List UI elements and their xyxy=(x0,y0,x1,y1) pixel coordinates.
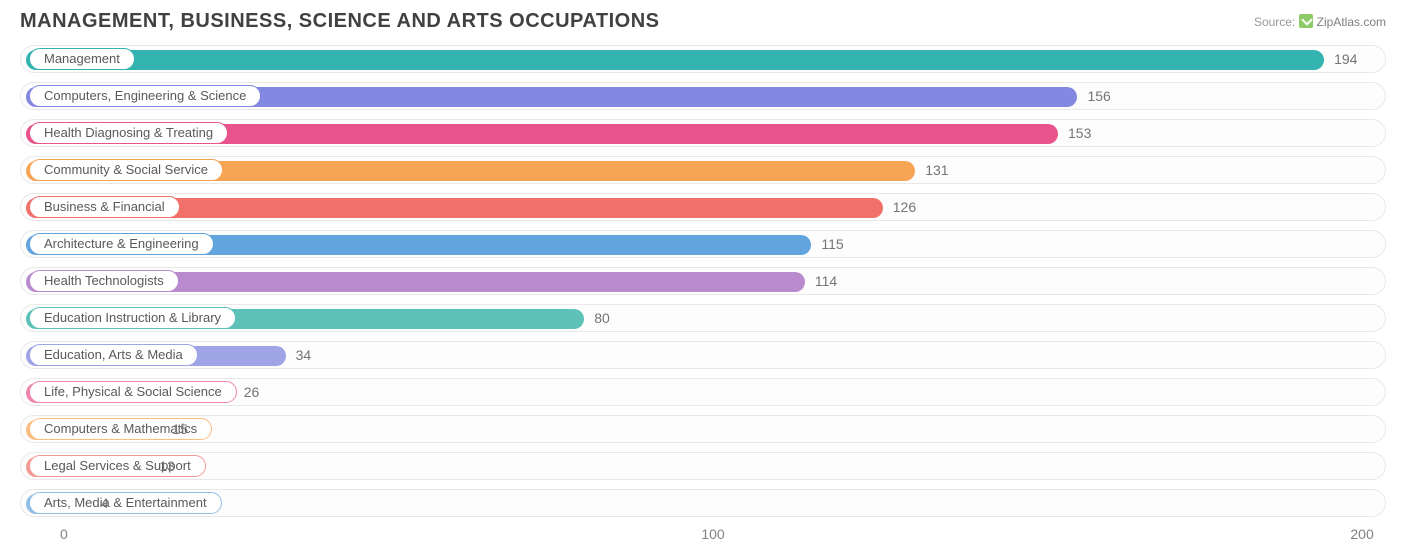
bar-label-pill: Arts, Media & Entertainment xyxy=(29,492,222,514)
bar-label-pill: Life, Physical & Social Science xyxy=(29,381,237,403)
bar-value-label: 34 xyxy=(296,347,312,363)
bar-value-label: 26 xyxy=(244,384,260,400)
bar-label-pill: Legal Services & Support xyxy=(29,455,206,477)
chart-plot-area: Management 194 Computers, Engineering & Sc… xyxy=(20,45,1386,517)
bar-label-pill: Management xyxy=(29,48,135,70)
x-axis-tick: 0 xyxy=(60,526,68,542)
bar-value-label: 80 xyxy=(594,310,610,326)
bar-row: Health Diagnosing & Treating 153 xyxy=(20,119,1386,147)
bar-value-label: 156 xyxy=(1087,88,1110,104)
x-axis-tick: 200 xyxy=(1350,526,1373,542)
bar-label-pill: Business & Financial xyxy=(29,196,180,218)
bar-label: Health Technologists xyxy=(44,273,164,289)
bar-label-pill: Community & Social Service xyxy=(29,159,223,181)
x-axis-tick: 100 xyxy=(701,526,724,542)
bar-row: Community & Social Service 131 xyxy=(20,156,1386,184)
bar-label: Management xyxy=(44,51,120,67)
bar-label-pill: Education, Arts & Media xyxy=(29,344,198,366)
bar-label: Education, Arts & Media xyxy=(44,347,183,363)
bar-row: Legal Services & Support13 xyxy=(20,452,1386,480)
bar-label-pill: Health Technologists xyxy=(29,270,179,292)
chart-container: MANAGEMENT, BUSINESS, SCIENCE AND ARTS O… xyxy=(0,0,1406,559)
bar-row: Management 194 xyxy=(20,45,1386,73)
source-logo-icon xyxy=(1299,14,1313,28)
x-axis: 0 100 200 xyxy=(20,526,1386,546)
bar-row: Architecture & Engineering 115 xyxy=(20,230,1386,258)
bar-row: Computers & Mathematics15 xyxy=(20,415,1386,443)
bar-row: Arts, Media & Entertainment4 xyxy=(20,489,1386,517)
bar-label: Arts, Media & Entertainment xyxy=(44,495,207,511)
bar-row: Computers, Engineering & Science 156 xyxy=(20,82,1386,110)
bar-label: Architecture & Engineering xyxy=(44,236,199,252)
bar-row: Education Instruction & Library 80 xyxy=(20,304,1386,332)
bar-fill xyxy=(26,50,1324,70)
bar-value-label: 194 xyxy=(1334,51,1357,67)
bar-value-label: 131 xyxy=(925,162,948,178)
bar-label-pill: Education Instruction & Library xyxy=(29,307,236,329)
bar-value-label: 153 xyxy=(1068,125,1091,141)
bar-value-label: 4 xyxy=(101,495,109,511)
bar-row: Education, Arts & Media 34 xyxy=(20,341,1386,369)
bar-row: Health Technologists 114 xyxy=(20,267,1386,295)
bar-label: Life, Physical & Social Science xyxy=(44,384,222,400)
chart-source: Source: ZipAtlas.com xyxy=(1254,14,1386,29)
bar-value-label: 13 xyxy=(159,458,175,474)
chart-title: MANAGEMENT, BUSINESS, SCIENCE AND ARTS O… xyxy=(20,10,659,33)
chart-header: MANAGEMENT, BUSINESS, SCIENCE AND ARTS O… xyxy=(20,10,1386,33)
source-name: ZipAtlas.com xyxy=(1317,15,1386,29)
bar-label: Education Instruction & Library xyxy=(44,310,221,326)
bar-label-pill: Health Diagnosing & Treating xyxy=(29,122,228,144)
bar-label: Business & Financial xyxy=(44,199,165,215)
bar-label: Computers, Engineering & Science xyxy=(44,88,246,104)
bar-value-label: 126 xyxy=(893,199,916,215)
bar-label-pill: Architecture & Engineering xyxy=(29,233,214,255)
bar-value-label: 15 xyxy=(172,421,188,437)
bar-row: Life, Physical & Social Science 26 xyxy=(20,378,1386,406)
bar-label: Community & Social Service xyxy=(44,162,208,178)
bar-row: Business & Financial 126 xyxy=(20,193,1386,221)
bar-value-label: 114 xyxy=(815,273,837,289)
bar-value-label: 115 xyxy=(821,236,843,252)
bar-label-pill: Computers, Engineering & Science xyxy=(29,85,261,107)
source-label: Source: xyxy=(1254,15,1295,29)
bar-label: Health Diagnosing & Treating xyxy=(44,125,213,141)
